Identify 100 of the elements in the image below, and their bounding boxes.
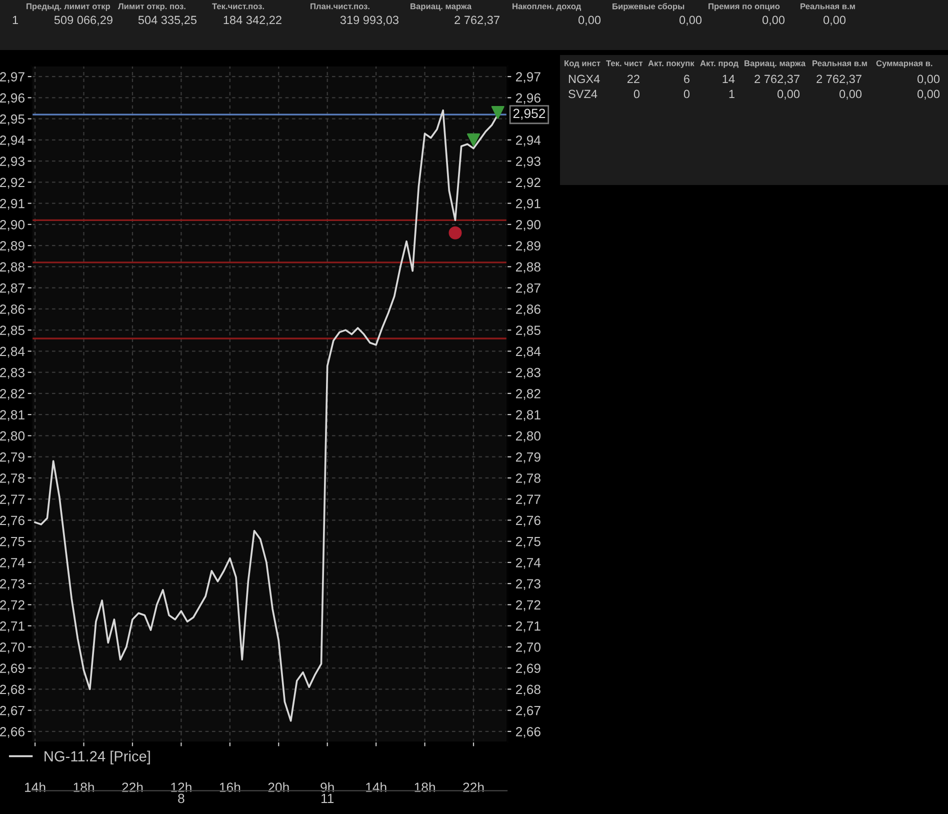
y2-tick-label: 2,86 bbox=[516, 304, 540, 316]
text: Код инст bbox=[564, 60, 600, 68]
y-tick-label: 2,78 bbox=[0, 474, 24, 484]
y-tick-label: 2,73 bbox=[0, 579, 24, 590]
y2-tick-label: 2,67 bbox=[516, 706, 540, 717]
text: 2 762,37 bbox=[754, 74, 800, 85]
text: Реальная в.м bbox=[812, 60, 867, 66]
x-tick-label: 22h bbox=[122, 782, 143, 792]
y2-tick-label: 2,77 bbox=[516, 494, 540, 506]
y-tick-label: 2,68 bbox=[0, 684, 24, 696]
y2-tick-label: 2,84 bbox=[516, 346, 541, 358]
y-tick-label: 2,76 bbox=[0, 516, 24, 527]
y2-tick-label: 2,75 bbox=[516, 536, 540, 548]
y2-tick-label: 2,68 bbox=[516, 684, 540, 696]
y-tick-label: 2,75 bbox=[0, 536, 25, 548]
text: 2 762,37 bbox=[454, 16, 500, 26]
y-tick-label: 2,84 bbox=[0, 346, 25, 358]
text: 11 bbox=[322, 794, 334, 803]
y-tick-label: 2,88 bbox=[0, 262, 24, 274]
y2-tick-label: 2,70 bbox=[516, 642, 540, 654]
y2-tick-label: 2,78 bbox=[516, 474, 540, 484]
text: Реальная в.м bbox=[800, 3, 855, 10]
x-tick-label: 12h bbox=[171, 782, 192, 792]
text: 0,00 bbox=[823, 16, 846, 26]
text: 0,00 bbox=[777, 90, 800, 100]
y2-tick-label: 2,81 bbox=[516, 410, 540, 422]
text: 184 342,22 bbox=[224, 16, 282, 26]
y-tick-label: 2,67 bbox=[0, 706, 24, 717]
y-tick-label: 2,97 bbox=[0, 72, 24, 84]
text: 8 bbox=[178, 794, 184, 804]
text: Лимит откр. поз. bbox=[118, 3, 186, 11]
y-tick-label: 2,66 bbox=[0, 727, 24, 738]
text: 0 bbox=[634, 90, 640, 98]
point bbox=[467, 133, 480, 146]
text: 1 bbox=[12, 16, 18, 24]
y2-tick-label: 2,72 bbox=[516, 600, 540, 612]
text: 319 993,03 bbox=[340, 16, 398, 26]
y-tick-label: 2,94 bbox=[0, 136, 25, 146]
y2-tick-label: 2,82 bbox=[516, 389, 540, 400]
y-tick-label: 2,87 bbox=[0, 283, 24, 294]
y-tick-label: 2,92 bbox=[0, 178, 24, 189]
x-tick-label: 14h bbox=[25, 782, 46, 792]
y-tick-label: 2,83 bbox=[0, 368, 24, 379]
y2-tick-label: 2,79 bbox=[516, 452, 540, 464]
text: Премия по опцио bbox=[708, 3, 780, 11]
legend-label: NG-11.24 [Price] bbox=[44, 750, 150, 764]
y2-tick-label: 2,76 bbox=[516, 516, 540, 527]
y2-tick-label: 2,87 bbox=[516, 283, 540, 294]
text: 0,00 bbox=[917, 90, 940, 100]
text: SVZ4 bbox=[568, 90, 598, 98]
y-tick-label: 2,71 bbox=[0, 621, 24, 632]
text: 1 bbox=[729, 90, 734, 98]
text: Акт. покупк bbox=[648, 60, 694, 68]
point bbox=[491, 106, 504, 119]
y2-tick-label: 2,73 bbox=[516, 579, 540, 590]
y2-tick-label: 2,97 bbox=[516, 72, 540, 84]
text: Тек.чист.поз. bbox=[212, 3, 264, 10]
text: Вариац. маржа bbox=[410, 3, 472, 11]
y2-tick-label: 2,93 bbox=[516, 156, 540, 168]
text: Предыд. лимит откр bbox=[26, 3, 110, 11]
text: План.чист.поз. bbox=[310, 3, 370, 10]
text: 0,00 bbox=[917, 74, 940, 85]
text: 6 bbox=[684, 74, 690, 84]
y2-tick-label: 2,88 bbox=[516, 262, 540, 274]
y2-tick-label: 2,92 bbox=[516, 178, 540, 189]
x-tick-label: 14h bbox=[366, 782, 386, 792]
y-tick-label: 2,85 bbox=[0, 326, 25, 337]
y2-tick-label: 2,94 bbox=[516, 136, 541, 146]
text: Накоплен. доход bbox=[512, 3, 582, 11]
y-tick-label: 2,69 bbox=[0, 664, 24, 675]
x-tick-label: 22h bbox=[463, 782, 484, 792]
y-tick-label: 2,70 bbox=[0, 642, 25, 654]
text: 0,00 bbox=[578, 16, 601, 26]
y-tick-label: 2,90 bbox=[0, 220, 25, 231]
point bbox=[448, 226, 462, 240]
x-tick-label: 18h bbox=[414, 782, 435, 792]
text: Биржевые сборы bbox=[612, 3, 684, 11]
y2-tick-label: 2,90 bbox=[516, 220, 540, 231]
y-tick-label: 2,89 bbox=[0, 241, 24, 252]
y-tick-label: 2,79 bbox=[0, 452, 24, 464]
y2-tick-label: 2,69 bbox=[516, 664, 540, 675]
y2-tick-label: 2,96 bbox=[516, 93, 540, 104]
y-tick-label: 2,80 bbox=[0, 431, 25, 442]
y-tick-label: 2,77 bbox=[0, 494, 24, 506]
y-tick-label: 2,95 bbox=[0, 114, 25, 126]
y-tick-label: 2,82 bbox=[0, 389, 24, 400]
y2-tick-label: 2,71 bbox=[516, 621, 540, 632]
y2-tick-label: 2,66 bbox=[516, 727, 540, 738]
y-tick-label: 2,86 bbox=[0, 304, 24, 316]
text: 504 335,25 bbox=[138, 16, 197, 26]
y2-tick-label: 2,74 bbox=[516, 558, 541, 569]
text: Акт. прод bbox=[700, 60, 738, 68]
y2-tick-label: 2,83 bbox=[516, 368, 540, 379]
text: 0,00 bbox=[762, 16, 785, 26]
y2-tick-label: 2,85 bbox=[516, 326, 540, 337]
x-tick-label: 16h bbox=[220, 782, 240, 792]
text: 0,00 bbox=[679, 16, 702, 26]
text: 2 762,37 bbox=[816, 74, 862, 85]
y-tick-label: 2,91 bbox=[0, 198, 24, 210]
text: 14 bbox=[722, 74, 735, 84]
